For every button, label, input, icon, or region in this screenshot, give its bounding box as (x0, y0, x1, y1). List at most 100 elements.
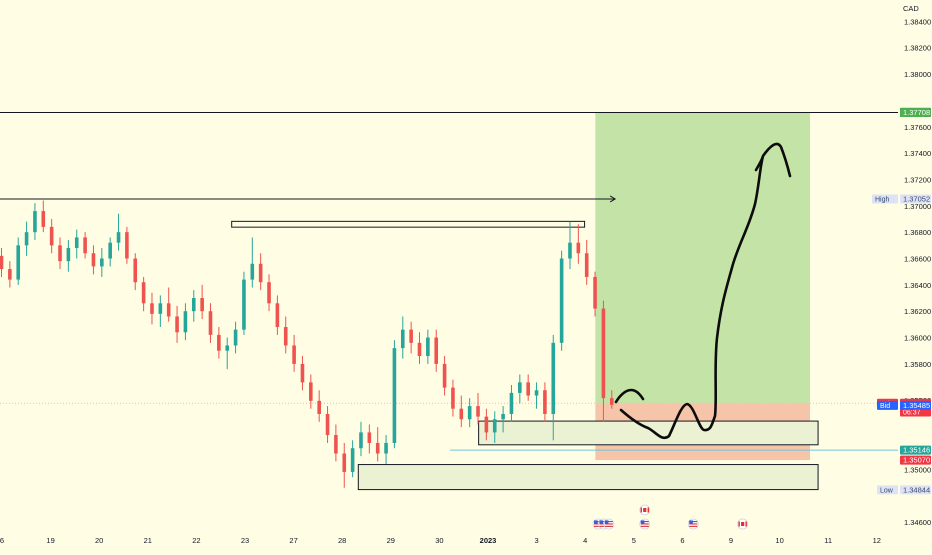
time-axis[interactable]: 6 19 20 21 22 23 27 28 29 30 2023 3 4 5 6 9 10 11 12 (0, 536, 881, 545)
candle[interactable] (267, 282, 271, 304)
candle[interactable] (442, 363, 447, 388)
candle[interactable] (300, 363, 305, 383)
candle[interactable] (367, 432, 372, 443)
zone-box-4[interactable] (357, 464, 819, 491)
candle[interactable] (66, 247, 71, 262)
candle[interactable] (225, 345, 230, 351)
price-label-bid[interactable] (900, 400, 931, 410)
candle[interactable] (292, 345, 296, 364)
candle[interactable] (584, 253, 589, 277)
candle[interactable] (133, 258, 138, 283)
candle[interactable] (409, 329, 413, 343)
candle[interactable] (417, 342, 422, 356)
candle[interactable] (191, 298, 196, 312)
price-label-tp[interactable] (900, 108, 931, 118)
candle[interactable] (250, 263, 255, 280)
candle[interactable] (158, 303, 163, 314)
candle[interactable] (559, 258, 564, 343)
candle[interactable] (534, 390, 539, 396)
candle[interactable] (434, 337, 439, 364)
candle[interactable] (125, 232, 129, 259)
drawing-layer[interactable] (231, 112, 898, 491)
candle[interactable] (543, 390, 547, 414)
candle[interactable] (24, 232, 29, 246)
candle[interactable] (609, 398, 614, 405)
candle[interactable] (426, 337, 430, 356)
candle[interactable] (166, 303, 171, 317)
price-tag-low[interactable] (877, 485, 898, 495)
candle[interactable] (526, 382, 530, 396)
horizontal-lines[interactable] (0, 112, 898, 404)
price-tag-high[interactable] (872, 194, 898, 204)
candle[interactable] (100, 258, 104, 267)
candle[interactable] (593, 276, 597, 309)
candle[interactable] (217, 334, 221, 351)
candle[interactable] (317, 400, 321, 414)
candle[interactable] (509, 392, 514, 414)
candle[interactable] (275, 303, 280, 328)
price-tick-label: 1.36800 (904, 228, 931, 237)
candle[interactable] (83, 237, 87, 254)
candle[interactable] (384, 442, 388, 454)
candlestick-series[interactable] (0, 200, 614, 488)
candle[interactable] (150, 303, 154, 314)
price-axis[interactable]: CAD 1.38400 1.38200 1.38000 1.37600 1.37400 1… (872, 4, 931, 527)
candle[interactable] (8, 269, 12, 280)
candle[interactable] (568, 242, 572, 259)
candle[interactable] (501, 413, 505, 420)
candle[interactable] (359, 432, 363, 449)
candle[interactable] (0, 255, 4, 270)
candle[interactable] (49, 226, 54, 246)
candle[interactable] (400, 329, 405, 349)
candle[interactable] (576, 242, 581, 254)
candle[interactable] (242, 279, 246, 330)
candle[interactable] (283, 327, 288, 346)
candle[interactable] (459, 408, 464, 420)
candle[interactable] (492, 419, 497, 433)
candle[interactable] (325, 413, 330, 436)
candle[interactable] (551, 342, 556, 414)
price-tag-bid[interactable] (877, 400, 898, 410)
flag-stripe (599, 525, 608, 527)
economic-events[interactable] (592, 504, 749, 530)
candle[interactable] (183, 311, 188, 333)
candle[interactable] (208, 311, 213, 335)
candle[interactable] (175, 316, 179, 333)
candle[interactable] (476, 406, 480, 417)
candle[interactable] (258, 263, 263, 283)
candle[interactable] (108, 242, 112, 259)
price-label-sl[interactable] (900, 455, 931, 465)
candle[interactable] (309, 382, 313, 401)
candle[interactable] (451, 387, 455, 409)
candle[interactable] (200, 298, 204, 312)
candle[interactable] (484, 416, 489, 433)
hand-drawn-projection-path[interactable] (614, 142, 792, 440)
zone-box-2[interactable] (231, 220, 586, 228)
flag-stripe (689, 521, 698, 523)
candle[interactable] (375, 442, 380, 454)
candle[interactable] (16, 245, 21, 280)
candle[interactable] (41, 211, 46, 227)
maple-mark (643, 508, 647, 512)
candle[interactable] (58, 245, 62, 262)
candle[interactable] (350, 448, 355, 472)
price-label-entry[interactable] (900, 445, 931, 455)
candle[interactable] (518, 382, 522, 393)
candle[interactable] (334, 435, 338, 454)
candle[interactable] (116, 232, 121, 243)
zone-box-3[interactable] (478, 420, 819, 446)
candle[interactable] (392, 348, 397, 443)
candle[interactable] (601, 308, 606, 399)
candle[interactable] (33, 211, 37, 233)
price-label-low[interactable] (900, 485, 931, 495)
candle[interactable] (233, 329, 238, 346)
candle[interactable] (91, 253, 96, 267)
candle[interactable] (342, 453, 347, 472)
candle[interactable] (141, 282, 146, 304)
candle[interactable] (467, 406, 472, 420)
candle[interactable] (74, 237, 79, 248)
price-label-high[interactable] (900, 194, 931, 204)
long-profit-zone[interactable] (595, 112, 810, 404)
